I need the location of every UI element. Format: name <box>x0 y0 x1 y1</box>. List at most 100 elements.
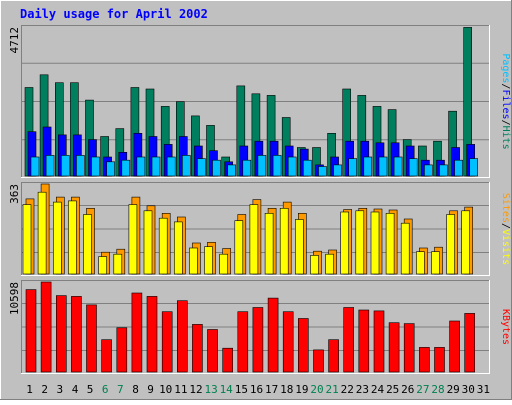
side-legend-part: Visits <box>500 229 511 265</box>
pages-bar-day-16 <box>257 155 267 177</box>
x-tick-label-day-11: 11 <box>174 383 187 396</box>
kbytes-bar-day-28 <box>434 347 445 373</box>
sites-bar-day-24 <box>370 211 380 275</box>
kbytes-bar-day-25 <box>388 322 400 373</box>
pages-bar-day-27 <box>424 164 433 177</box>
pages-bar-day-8 <box>136 156 146 177</box>
x-tick-label-day-19: 19 <box>295 383 308 396</box>
sites-bar-day-15 <box>234 220 244 275</box>
chart-title: Daily usage for April 2002 <box>20 7 208 21</box>
side-legend-part: / <box>500 83 511 89</box>
sites-bar-day-10 <box>158 217 168 275</box>
pages-bar-day-5 <box>91 156 100 177</box>
x-tick-label-day-13: 13 <box>204 383 217 396</box>
side-legend-part: Pages <box>500 53 511 83</box>
kbytes-bar-day-22 <box>343 307 355 373</box>
kbytes-bar-day-18 <box>282 311 294 373</box>
kbytes-bar-day-27 <box>419 347 430 373</box>
sites-bar-day-21 <box>325 253 334 275</box>
side-legend-part: / <box>500 120 511 126</box>
kbytes-bar-day-2 <box>40 281 52 373</box>
panel-top: 4712 <box>8 25 490 178</box>
sites-bar-day-22 <box>340 211 350 275</box>
kbytes-bar-day-13 <box>207 329 218 373</box>
sites-bar-day-18 <box>279 208 289 275</box>
kbytes-bar-day-24 <box>373 310 385 373</box>
pages-bar-day-17 <box>272 155 282 177</box>
sites-bar-day-20 <box>310 255 319 275</box>
pages-bar-day-20 <box>318 166 327 177</box>
sites-bar-day-25 <box>385 213 395 275</box>
sites-bar-day-13 <box>204 246 213 275</box>
x-tick-label-day-3: 3 <box>56 383 63 396</box>
pages-bar-day-11 <box>182 155 191 177</box>
pages-bar-day-23 <box>363 156 373 177</box>
x-tick-label-day-10: 10 <box>159 383 172 396</box>
pages-bar-day-30 <box>469 158 479 177</box>
pages-bar-day-28 <box>439 164 448 177</box>
sites-bar-day-30 <box>461 210 471 275</box>
x-tick-label-day-14: 14 <box>220 383 234 396</box>
pages-bar-day-24 <box>378 156 388 177</box>
pages-bar-day-26 <box>408 158 418 177</box>
pages-bar-day-22 <box>348 158 358 177</box>
x-tick-label-day-29: 29 <box>447 383 460 396</box>
sites-bar-day-2 <box>37 191 47 275</box>
panel-bottom: 10598 <box>8 280 490 374</box>
sites-bar-day-12 <box>189 247 198 275</box>
x-tick-label-day-23: 23 <box>356 383 369 396</box>
kbytes-bar-day-17 <box>267 297 279 373</box>
pages-bar-day-12 <box>197 158 206 177</box>
sites-bar-day-5 <box>83 214 92 275</box>
x-tick-label-day-24: 24 <box>371 383 385 396</box>
x-tick-label-day-8: 8 <box>132 383 139 396</box>
x-tick-label-day-26: 26 <box>401 383 414 396</box>
x-tick-label-day-7: 7 <box>117 383 124 396</box>
pages-bar-day-29 <box>454 159 463 177</box>
sites-bar-day-28 <box>431 251 440 275</box>
side-legend-part: Hits <box>500 126 511 150</box>
sites-bar-day-6 <box>98 256 107 275</box>
kbytes-bar-day-16 <box>252 307 264 373</box>
panel-mid: 363 <box>8 182 490 276</box>
pages-bar-day-7 <box>121 159 131 177</box>
sites-bar-day-16 <box>249 204 259 275</box>
kbytes-bar-day-9 <box>146 296 158 373</box>
sites-bar-day-1 <box>22 204 32 275</box>
x-tick-label-day-21: 21 <box>325 383 338 396</box>
x-tick-label-day-31: 31 <box>477 383 490 396</box>
x-tick-label-day-22: 22 <box>341 383 354 396</box>
x-tick-label-day-2: 2 <box>41 383 48 396</box>
pages-bar-day-14 <box>227 164 236 177</box>
kbytes-bar-day-26 <box>403 323 415 373</box>
pages-bar-day-2 <box>45 155 55 177</box>
x-tick-label-day-4: 4 <box>72 383 79 396</box>
side-legend-top: Pages/Files/Hits <box>500 53 511 149</box>
kbytes-bar-day-23 <box>358 309 370 373</box>
x-tick-label-day-15: 15 <box>235 383 248 396</box>
y-axis-max-label: 4712 <box>8 27 21 54</box>
kbytes-bar-day-6 <box>101 339 112 373</box>
pages-bar-day-18 <box>287 156 297 177</box>
side-legend-part: KBytes <box>500 309 511 345</box>
sites-bar-day-17 <box>264 213 274 275</box>
kbytes-bar-day-5 <box>86 304 97 373</box>
pages-bar-day-9 <box>151 156 161 177</box>
legend-side-labels: Pages/Files/Hits Sites / Visits KBytes <box>500 53 511 345</box>
kbytes-bar-day-8 <box>131 292 143 373</box>
kbytes-bar-day-21 <box>328 339 339 373</box>
pages-bar-day-25 <box>393 156 403 177</box>
side-legend-part: Files <box>500 89 511 119</box>
pages-bar-day-3 <box>60 155 70 177</box>
side-legend-part: Sites <box>500 193 511 223</box>
x-tick-label-day-12: 12 <box>189 383 202 396</box>
y-axis-max-label: 10598 <box>8 282 21 315</box>
sites-bar-day-8 <box>128 204 138 275</box>
x-tick-label-day-16: 16 <box>250 383 263 396</box>
y-axis-max-label: 363 <box>8 184 21 204</box>
sites-bar-day-23 <box>355 210 365 275</box>
kbytes-bar-day-30 <box>464 313 476 373</box>
pages-bar-day-13 <box>212 159 221 177</box>
